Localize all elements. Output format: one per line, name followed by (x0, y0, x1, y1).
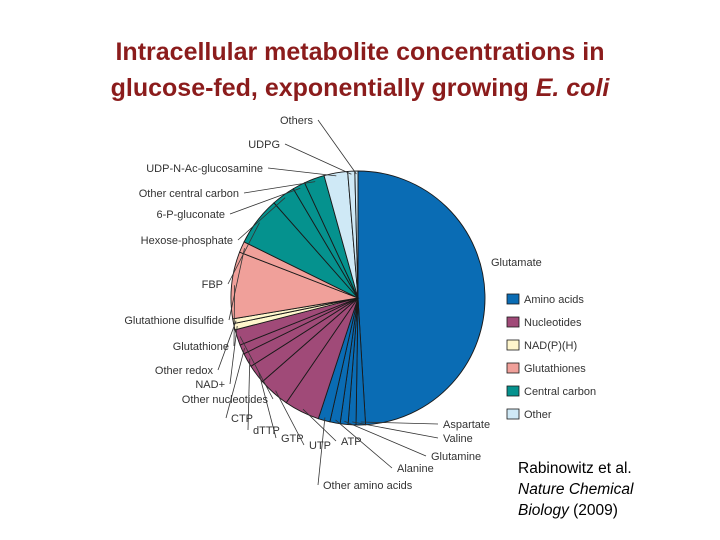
leader-line (360, 421, 439, 425)
slice-label: UDP-N-Ac-glucosamine (146, 163, 263, 175)
slice-label: NAD+ (195, 379, 225, 391)
slice-label: FBP (202, 279, 223, 291)
slice-label: 6-P-gluconate (157, 209, 226, 221)
legend-swatch (506, 408, 520, 420)
leader-line (237, 197, 286, 241)
leader-line (247, 358, 251, 431)
slice-label: Glutamate (491, 257, 542, 269)
legend-swatch (506, 339, 520, 351)
slice-label: Other redox (155, 365, 214, 377)
leader-lines (217, 119, 439, 486)
leader-line (258, 372, 277, 439)
slice-label: Aspartate (443, 419, 490, 431)
legend-swatch (506, 316, 520, 328)
citation-journal-2: Biology (518, 502, 569, 519)
chart-title: Intracellular metabolite concentrations … (0, 34, 720, 106)
slice-label: Glutathione (173, 341, 229, 353)
legend: Amino acids Nucleotides NAD(P)(H) Glutathio… (506, 293, 596, 421)
slice-label: GTP (281, 433, 304, 445)
legend-label: Central carbon (524, 386, 596, 398)
citation-journal: Nature Chemical (518, 481, 634, 498)
leader-line (284, 143, 352, 175)
citation-year: (2009) (568, 502, 618, 519)
leader-line (275, 390, 305, 446)
leader-line (335, 419, 393, 469)
leader-line (344, 420, 427, 457)
slice-labels: Glutamate Aspartate Valine GlutamineAlanine… (124, 115, 541, 492)
slice-label: CTP (231, 413, 253, 425)
leader-line (239, 336, 274, 400)
leader-line (267, 167, 337, 177)
leader-line (352, 421, 439, 439)
slice-label: dTTP (253, 425, 280, 437)
legend-swatch (506, 385, 520, 397)
leader-line (225, 348, 245, 419)
leader-line (229, 325, 238, 385)
leader-line (243, 181, 316, 194)
citation-authors: Rabinowitz et al. (518, 460, 632, 477)
slice-label: Other central carbon (139, 188, 239, 200)
title-line-2: glucose-fed, exponentially growing (110, 74, 536, 102)
legend-swatch (506, 293, 520, 305)
slice-label: Hexose-phosphate (141, 235, 233, 247)
legend-label: NAD(P)(H) (524, 340, 577, 352)
legend-label: Nucleotides (524, 317, 582, 329)
citation: Rabinowitz et al. Nature Chemical Biolog… (518, 458, 633, 521)
leader-line (229, 187, 301, 215)
pie-slices (230, 170, 486, 426)
leader-line (227, 222, 260, 285)
legend-label: Glutathiones (524, 363, 586, 375)
slice-label: UTP (309, 440, 331, 452)
leader-line (228, 248, 245, 321)
title-line-1: Intracellular metabolite concentrations … (115, 38, 605, 66)
legend-swatch (506, 362, 520, 374)
slice-label: Alanine (397, 463, 434, 475)
legend-label: Amino acids (524, 294, 584, 306)
legend-label: Other (524, 409, 552, 421)
slice-label: ATP (341, 436, 362, 448)
slice-label: Other nucleotides (182, 394, 269, 406)
slice-label: Others (280, 115, 314, 127)
title-organism: E. coli (535, 74, 610, 102)
slice-label: Glutathione disulfide (124, 315, 224, 327)
leader-line (302, 408, 337, 442)
leader-line (217, 320, 237, 371)
leader-line (317, 119, 357, 175)
slice-label: Glutamine (431, 451, 481, 463)
slice-label: Other amino acids (323, 480, 413, 492)
pie-slice-glutamate (357, 170, 486, 426)
pie-slice-others (354, 170, 359, 299)
slice-label: UDPG (248, 139, 280, 151)
slice-label: Valine (443, 433, 473, 445)
